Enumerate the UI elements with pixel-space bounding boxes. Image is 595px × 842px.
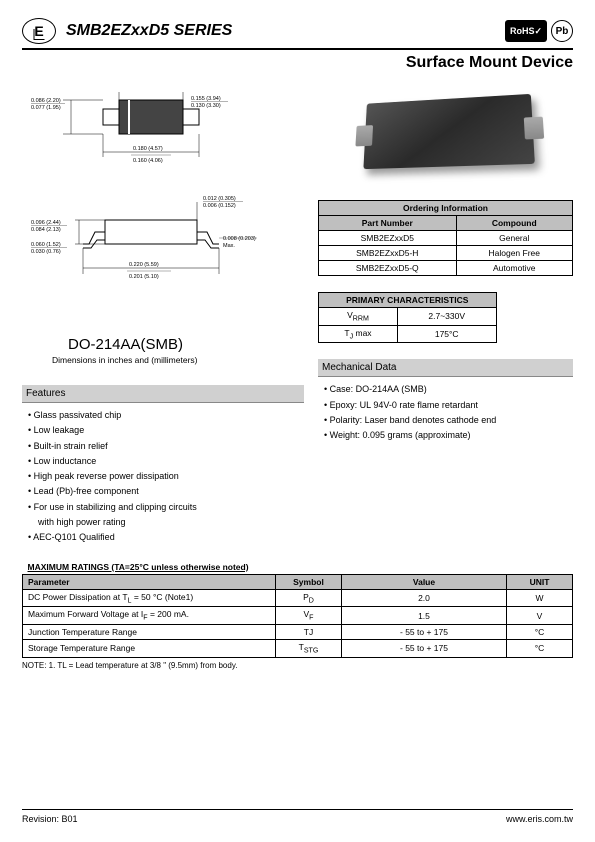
features-list: Glass passivated chipLow leakageBuilt-in… <box>22 408 304 546</box>
svg-text:0.030 (0.76): 0.030 (0.76) <box>31 249 61 255</box>
svg-text:0.201 (5.10): 0.201 (5.10) <box>129 274 159 280</box>
ordering-title: Ordering Information <box>319 201 573 216</box>
table-cell: DC Power Dissipation at TL = 50 °C (Note… <box>23 589 276 607</box>
svg-text:0.155 (3.94): 0.155 (3.94) <box>191 96 221 102</box>
table-cell: 175°C <box>397 325 496 343</box>
table-cell: SMB2EZxxD5-H <box>319 246 457 261</box>
feature-item: Built-in strain relief <box>28 439 304 454</box>
feature-item: For use in stabilizing and clipping circ… <box>28 500 304 515</box>
mechdata-item: Case: DO-214AA (SMB) <box>324 382 573 397</box>
table-cell: W <box>507 589 573 607</box>
rohs-badge: RoHS✓ <box>505 20 547 42</box>
table-cell: 1.5 <box>342 607 507 625</box>
svg-text:0.077 (1.95): 0.077 (1.95) <box>31 105 61 111</box>
package-drawing: 0.086 (2.20) 0.077 (1.95) 0.155 (3.94) 0… <box>22 82 304 342</box>
svg-text:0.086 (2.20): 0.086 (2.20) <box>31 98 61 104</box>
company-logo: E <box>22 18 56 44</box>
svg-text:0.012 (0.305): 0.012 (0.305) <box>203 196 236 202</box>
table-cell: - 55 to + 175 <box>342 640 507 658</box>
table-cell: PD <box>276 589 342 607</box>
table-cell: Junction Temperature Range <box>23 625 276 640</box>
mechdata-item: Polarity: Laser band denotes cathode end <box>324 413 573 428</box>
features-header: Features <box>22 385 304 403</box>
table-cell: TSTG <box>276 640 342 658</box>
svg-text:0.006 (0.152): 0.006 (0.152) <box>203 203 236 209</box>
table-cell: V <box>507 607 573 625</box>
table-cell: VF <box>276 607 342 625</box>
svg-text:Max.: Max. <box>223 243 235 249</box>
max-ratings-section: MAXIMUM RATINGS (TA=25°C unless otherwis… <box>22 560 573 670</box>
feature-item: Glass passivated chip <box>28 408 304 423</box>
table-cell: Storage Temperature Range <box>23 640 276 658</box>
svg-text:0.060 (1.52): 0.060 (1.52) <box>31 242 61 248</box>
feature-item: Low leakage <box>28 423 304 438</box>
svg-text:0.220 (5.59): 0.220 (5.59) <box>129 262 159 268</box>
feature-item: Low inductance <box>28 454 304 469</box>
primary-title: PRIMARY CHARACTERISTICS <box>319 293 497 308</box>
table-cell: °C <box>507 625 573 640</box>
svg-text:0.096 (2.44): 0.096 (2.44) <box>31 220 61 226</box>
table-header: UNIT <box>507 574 573 589</box>
svg-text:0.008 (0.203): 0.008 (0.203) <box>223 236 256 242</box>
table-cell: 2.7~330V <box>397 308 496 326</box>
svg-text:0.130 (3.30): 0.130 (3.30) <box>191 103 221 109</box>
pb-badge: Pb <box>551 20 573 42</box>
primary-char-table: PRIMARY CHARACTERISTICS VRRM2.7~330VTJ m… <box>318 292 497 343</box>
feature-item: with high power rating <box>28 515 304 530</box>
mechdata-item: Weight: 0.095 grams (approximate) <box>324 428 573 443</box>
component-photo <box>318 82 573 182</box>
series-title: SMB2EZxxD5 SERIES <box>66 22 505 40</box>
table-cell: General <box>456 231 572 246</box>
table-cell: Maximum Forward Voltage at IF = 200 mA. <box>23 607 276 625</box>
compliance-badges: RoHS✓ Pb <box>505 20 573 42</box>
svg-text:0.084 (2.13): 0.084 (2.13) <box>31 227 61 233</box>
smd-chip-render <box>363 94 535 169</box>
table-header: Value <box>342 574 507 589</box>
mechdata-header: Mechanical Data <box>318 359 573 377</box>
max-ratings-note: NOTE: 1. TL = Lead temperature at 3/8 " … <box>22 661 573 670</box>
table-header: Parameter <box>23 574 276 589</box>
ordering-table: Ordering Information Part Number Compoun… <box>318 200 573 276</box>
mechdata-item: Epoxy: UL 94V-0 rate flame retardant <box>324 398 573 413</box>
table-cell: °C <box>507 640 573 658</box>
table-cell: SMB2EZxxD5 <box>319 231 457 246</box>
max-ratings-table: MAXIMUM RATINGS (TA=25°C unless otherwis… <box>22 560 573 658</box>
svg-text:0.160 (4.06): 0.160 (4.06) <box>133 158 163 164</box>
table-cell: TJ max <box>319 325 398 343</box>
revision: Revision: B01 <box>22 814 78 824</box>
table-cell: SMB2EZxxD5-Q <box>319 261 457 276</box>
table-cell: Halogen Free <box>456 246 572 261</box>
feature-item: Lead (Pb)-free component <box>28 484 304 499</box>
header-bar: E SMB2EZxxD5 SERIES RoHS✓ Pb <box>22 18 573 50</box>
url: www.eris.com.tw <box>506 814 573 824</box>
table-header: Symbol <box>276 574 342 589</box>
subtitle: Surface Mount Device <box>22 54 573 72</box>
table-cell: VRRM <box>319 308 398 326</box>
svg-text:0.180 (4.57): 0.180 (4.57) <box>133 146 163 152</box>
footer: Revision: B01 www.eris.com.tw <box>22 809 573 824</box>
feature-item: AEC-Q101 Qualified <box>28 530 304 545</box>
dimension-note: Dimensions in inches and (millimeters) <box>52 355 304 365</box>
table-cell: - 55 to + 175 <box>342 625 507 640</box>
table-cell: 2.0 <box>342 589 507 607</box>
feature-item: High peak reverse power dissipation <box>28 469 304 484</box>
mechdata-list: Case: DO-214AA (SMB)Epoxy: UL 94V-0 rate… <box>318 382 573 443</box>
table-cell: Automotive <box>456 261 572 276</box>
table-cell: TJ <box>276 625 342 640</box>
